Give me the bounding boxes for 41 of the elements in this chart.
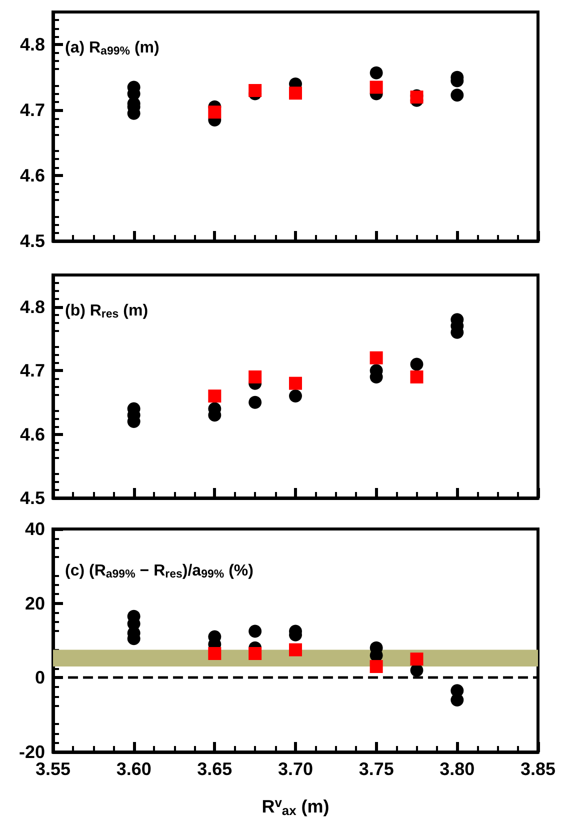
point	[370, 66, 383, 80]
point	[450, 693, 464, 706]
point	[410, 370, 424, 384]
point	[208, 390, 222, 403]
point	[248, 624, 262, 638]
point	[370, 80, 383, 94]
x-tick-label: 3.70	[278, 759, 314, 779]
x-tick-label: 3.85	[520, 759, 556, 779]
y-tick-label: 4.8	[20, 296, 45, 317]
y-tick-label: 4.7	[20, 360, 45, 381]
y-tick-label: -20	[18, 742, 45, 762]
point	[289, 390, 302, 403]
point	[248, 396, 262, 409]
x-tick-label: 3.75	[358, 759, 394, 779]
y-tick-label: 20	[24, 593, 45, 614]
point	[410, 358, 424, 371]
point	[208, 647, 222, 660]
point	[410, 664, 424, 677]
y-tick-label: 4.8	[20, 34, 45, 55]
point	[370, 351, 383, 364]
point	[410, 652, 424, 666]
y-tick-label: 0	[34, 668, 45, 688]
point	[289, 86, 302, 100]
y-tick-label: 4.6	[20, 166, 45, 186]
x-tick-label: 3.55	[35, 759, 71, 779]
y-tick-label: 4.6	[20, 424, 45, 444]
y-tick-label: 4.5	[20, 488, 45, 508]
point	[370, 660, 383, 674]
x-tick-label: 3.80	[440, 759, 475, 779]
point	[248, 370, 262, 384]
point	[289, 643, 302, 656]
point	[289, 376, 302, 390]
point	[450, 88, 464, 102]
y-tick-label: 4.7	[20, 100, 45, 120]
x-tick-label: 3.60	[116, 759, 152, 779]
point	[248, 84, 262, 98]
point	[208, 106, 222, 119]
x-tick-label: 3.65	[197, 759, 232, 779]
point	[248, 647, 262, 660]
y-tick-label: 4.5	[20, 231, 45, 251]
y-tick-label: 40	[24, 519, 45, 539]
